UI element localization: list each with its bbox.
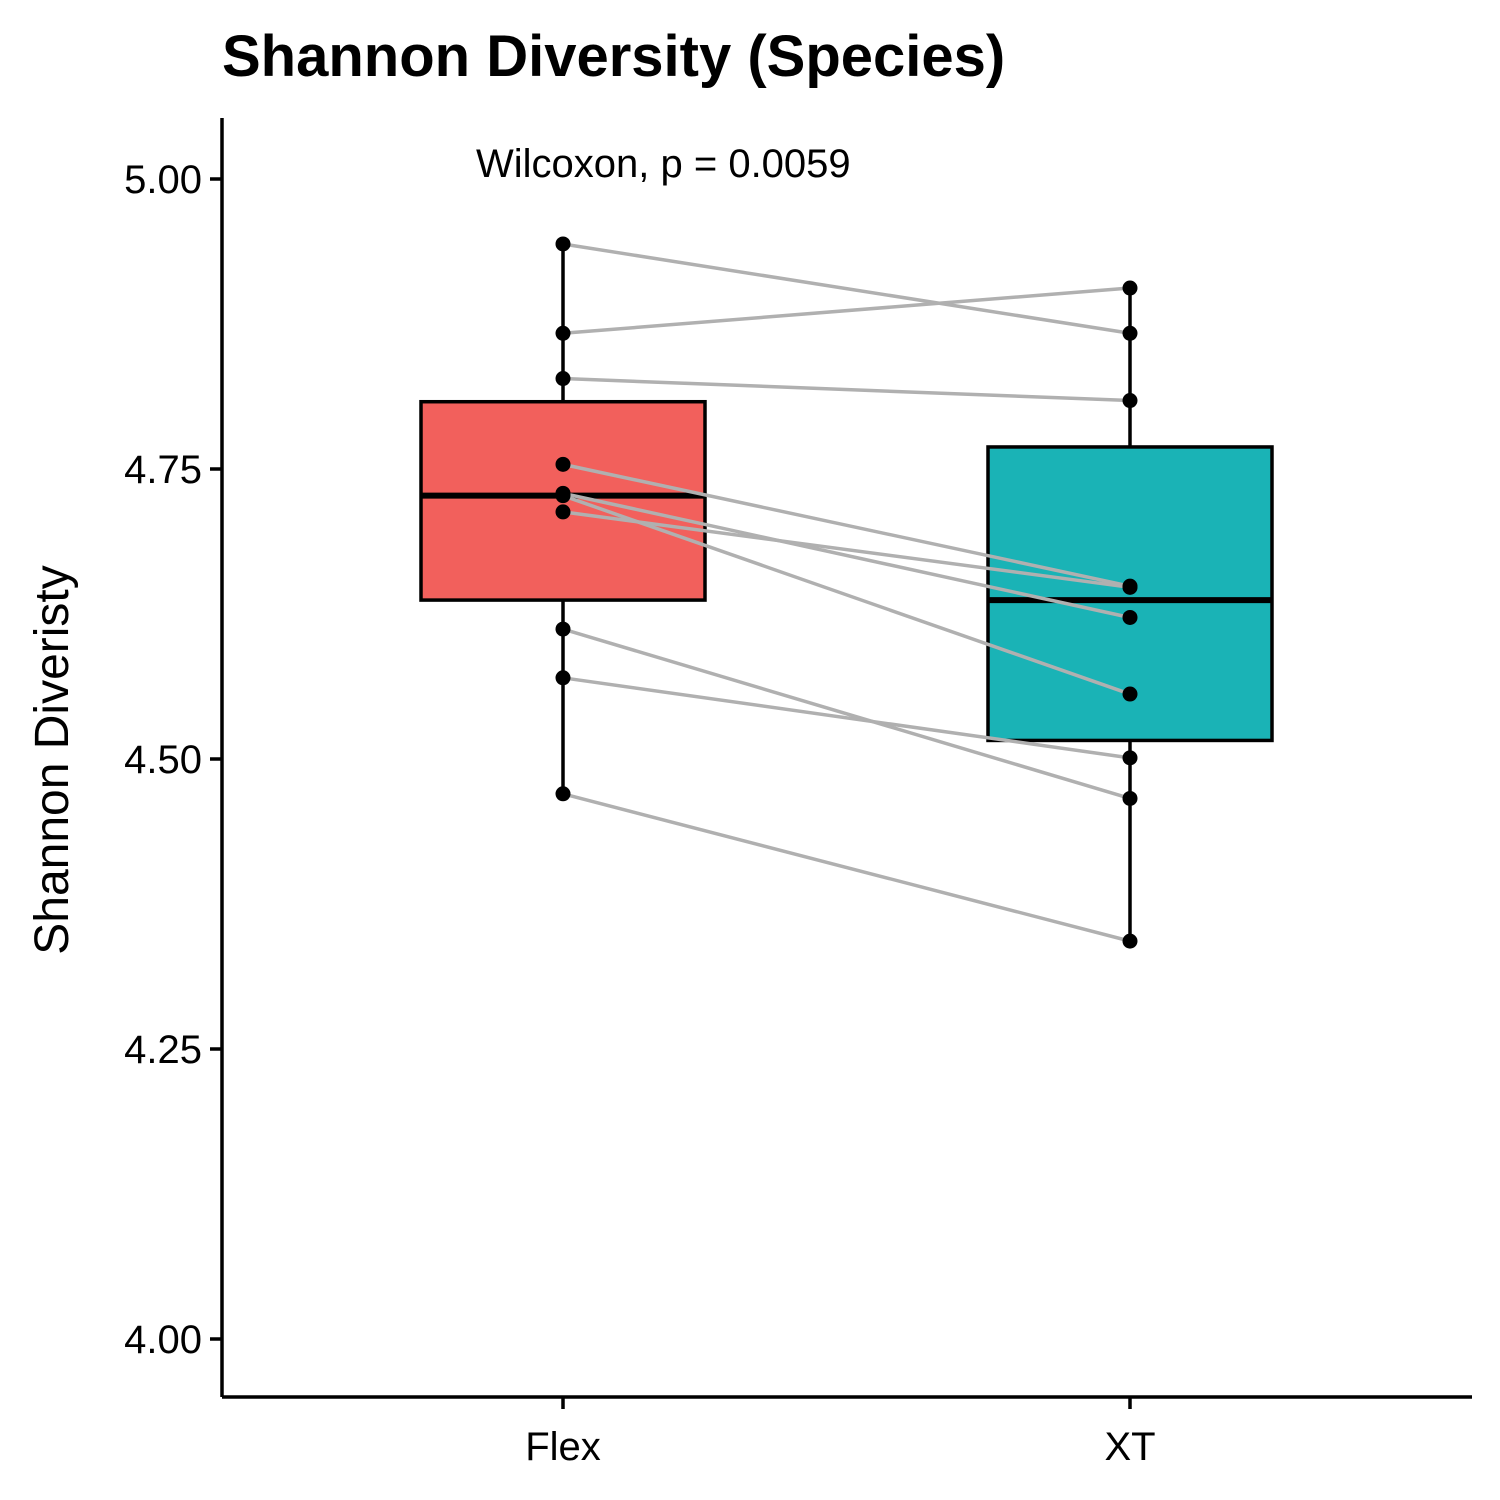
data-point-flex xyxy=(555,670,571,686)
pair-line xyxy=(562,286,1131,336)
y-tick-label: 4.50 xyxy=(124,738,202,782)
data-point-flex xyxy=(555,456,571,472)
data-point-xt xyxy=(1122,933,1138,949)
x-tick-label: Flex xyxy=(525,1425,601,1469)
pair-line xyxy=(562,676,1131,760)
data-point-xt xyxy=(1122,750,1138,766)
test-annotation: Wilcoxon, p = 0.0059 xyxy=(476,142,851,186)
data-point-xt xyxy=(1122,393,1138,409)
data-point-flex xyxy=(555,621,571,637)
data-point-xt xyxy=(1122,609,1138,625)
pair-line xyxy=(562,376,1131,403)
data-point-flex xyxy=(555,786,571,802)
y-axis-label: Shannon Diveristy xyxy=(26,565,79,955)
plot-area xyxy=(419,236,1274,949)
pair-line xyxy=(562,462,1131,588)
data-point-xt xyxy=(1122,686,1138,702)
pair-line xyxy=(562,494,1131,696)
pair-line xyxy=(562,792,1131,943)
x-tick-label: XT xyxy=(1104,1425,1155,1469)
pair-line xyxy=(562,510,1131,590)
data-point-xt xyxy=(1122,790,1138,806)
pair-line xyxy=(562,491,1131,620)
data-point-xt xyxy=(1122,579,1138,595)
y-tick-label: 4.75 xyxy=(124,448,202,492)
pair-line xyxy=(562,627,1131,801)
data-point-xt xyxy=(1122,325,1138,341)
axes: 4.00 4.25 4.50 4.75 5.00 Flex XT xyxy=(124,118,1472,1469)
data-point-flex xyxy=(555,325,571,341)
data-point-flex xyxy=(555,371,571,387)
chart-title: Shannon Diversity (Species) xyxy=(222,24,1005,89)
y-tick-label: 5.00 xyxy=(124,158,202,202)
data-point-flex xyxy=(555,236,571,252)
data-point-flex xyxy=(555,504,571,520)
y-tick-label: 4.00 xyxy=(124,1318,202,1362)
pair-line xyxy=(562,242,1131,336)
data-point-flex xyxy=(555,488,571,504)
data-point-xt xyxy=(1122,280,1138,296)
y-tick-label: 4.25 xyxy=(124,1028,202,1072)
